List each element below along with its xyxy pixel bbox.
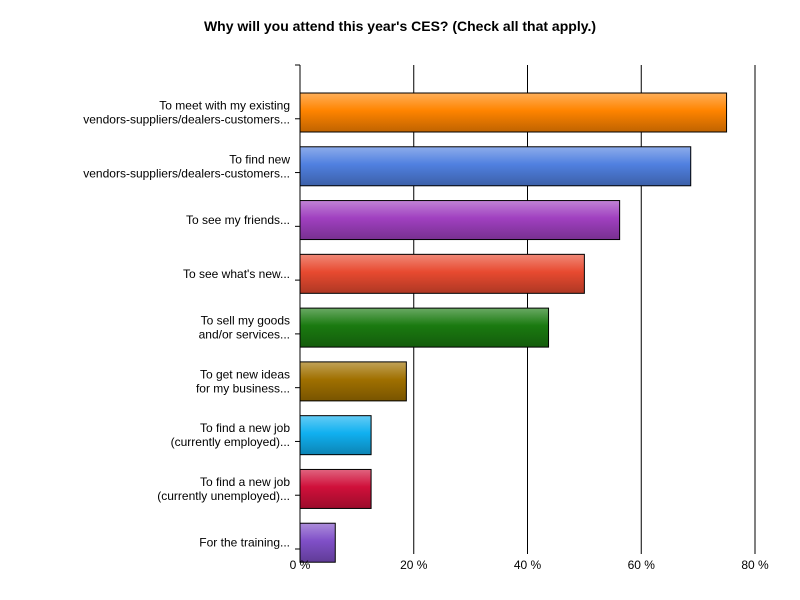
bar	[299, 522, 336, 563]
category-label: To see what's new...	[183, 267, 290, 281]
x-tick-label: 80 %	[741, 558, 769, 572]
category-label: To find a new job	[200, 421, 290, 435]
chart-title: Why will you attend this year's CES? (Ch…	[204, 18, 596, 34]
category-label: To sell my goods	[201, 314, 290, 328]
x-tick-label: 40 %	[514, 558, 542, 572]
bar	[299, 415, 372, 456]
grid-lines	[413, 65, 756, 549]
category-label: For the training...	[199, 536, 290, 550]
x-tick-label: 20 %	[400, 558, 428, 572]
x-tick-labels: 0 % 20 % 40 % 60 % 80 %	[290, 558, 769, 572]
category-label: (currently employed)...	[171, 435, 290, 449]
axes	[295, 64, 756, 554]
bar	[299, 146, 692, 187]
bars	[299, 92, 728, 563]
category-label: vendors-suppliers/dealers-customers...	[83, 166, 290, 180]
bar	[299, 361, 407, 402]
x-tick-label: 60 %	[628, 558, 656, 572]
category-label: for my business...	[196, 381, 290, 395]
x-tick-label: 0 %	[290, 558, 311, 572]
category-label: vendors-suppliers/dealers-customers...	[83, 113, 290, 127]
category-label: To get new ideas	[200, 367, 290, 381]
bar	[299, 92, 728, 133]
category-label: (currently unemployed)...	[157, 489, 290, 503]
category-label: To meet with my existing	[159, 99, 290, 113]
category-label: To find a new job	[200, 475, 290, 489]
bar	[299, 200, 621, 241]
category-label: and/or services...	[199, 328, 290, 342]
category-label: To see my friends...	[186, 213, 290, 227]
bar	[299, 468, 372, 509]
category-labels: To meet with my existingvendors-supplier…	[83, 99, 290, 550]
bar	[299, 307, 550, 348]
bar	[299, 253, 585, 294]
category-label: To find new	[229, 152, 290, 166]
